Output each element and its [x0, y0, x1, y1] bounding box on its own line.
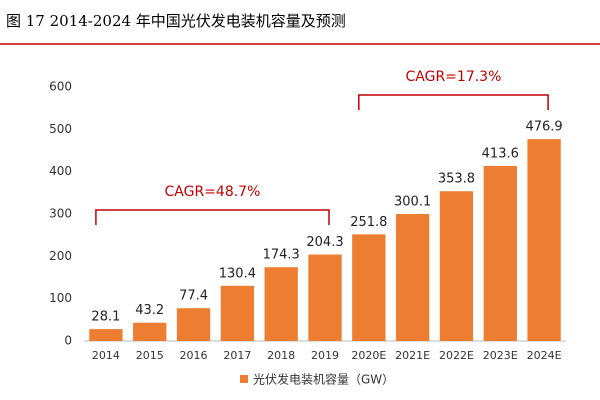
value-label: 476.9: [525, 120, 562, 135]
y-tick-label: 300: [49, 207, 72, 221]
x-tick-label: 2023E: [483, 349, 518, 362]
value-label: 77.4: [179, 289, 208, 304]
legend-swatch: [240, 375, 248, 383]
annotation: CAGR=48.7%: [165, 184, 261, 200]
bar: [439, 191, 474, 341]
bar: [395, 213, 430, 341]
x-tick-label: 2018: [267, 349, 295, 362]
bar: [133, 322, 167, 341]
y-tick-label: 0: [64, 334, 72, 348]
x-tick-label: 2020E: [351, 349, 386, 362]
value-label: 300.1: [394, 194, 431, 209]
chart-title: 图 17 2014-2024 年中国光伏发电装机容量及预测: [6, 12, 346, 30]
value-label: 28.1: [91, 310, 120, 325]
y-tick-label: 400: [49, 164, 72, 178]
x-tick-label: 2021E: [395, 349, 430, 362]
bar: [527, 139, 561, 341]
x-tick-label: 2019: [311, 349, 339, 362]
bar: [220, 285, 255, 341]
x-tick-label: 2016: [180, 349, 208, 362]
cagr-bracket: [358, 94, 549, 110]
y-tick-label: 600: [49, 80, 72, 94]
annotation: CAGR=17.3%: [406, 69, 502, 85]
bar: [264, 267, 298, 341]
bar: [308, 254, 342, 341]
x-tick-label: 2024E: [527, 349, 562, 362]
bar: [89, 329, 123, 341]
y-tick-label: 500: [49, 122, 72, 136]
value-label: 413.6: [482, 146, 519, 161]
legend-label: 光伏发电装机容量（GW）: [253, 372, 394, 387]
bar: [483, 165, 517, 341]
x-tick-label: 2014: [92, 349, 120, 362]
bar: [352, 234, 386, 341]
x-tick-label: 2017: [223, 349, 251, 362]
value-label: 43.2: [135, 303, 164, 318]
value-label: 174.3: [263, 248, 300, 263]
cagr-bracket: [95, 209, 330, 225]
bar: [176, 308, 211, 341]
x-tick-label: 2015: [136, 349, 164, 362]
y-tick-label: 100: [49, 291, 72, 305]
value-label: 353.8: [438, 172, 475, 187]
value-label: 204.3: [306, 235, 343, 250]
x-tick-label: 2022E: [439, 349, 474, 362]
value-label: 130.4: [219, 266, 256, 281]
value-label: 251.8: [350, 215, 387, 230]
y-tick-label: 200: [49, 249, 72, 263]
